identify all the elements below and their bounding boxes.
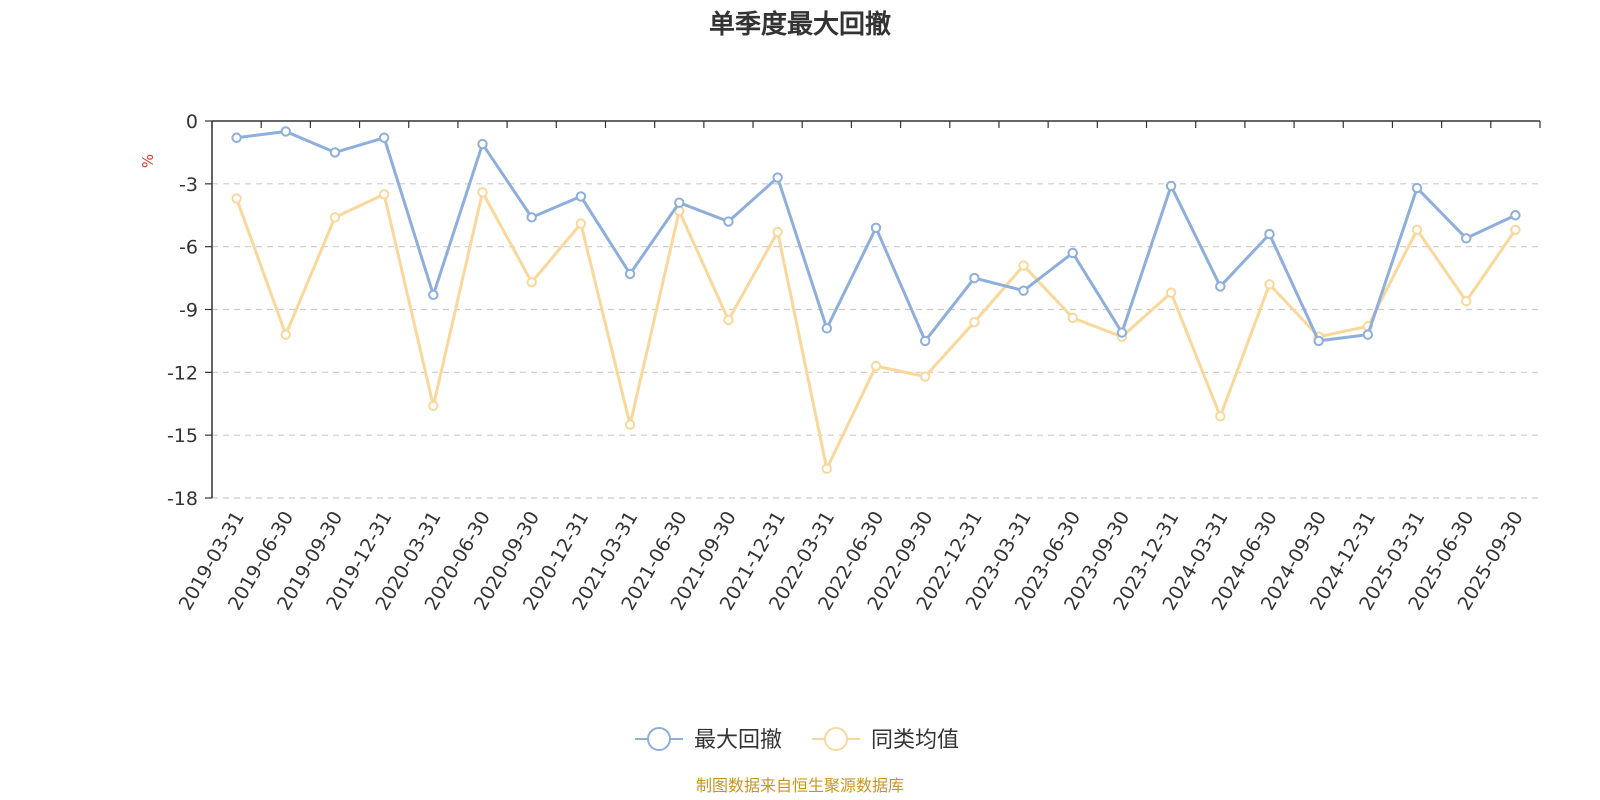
data-point[interactable] <box>428 289 439 301</box>
data-point[interactable] <box>674 197 685 208</box>
data-point[interactable] <box>1018 260 1029 271</box>
data-point[interactable] <box>329 212 341 223</box>
data-point[interactable] <box>919 371 931 382</box>
data-point[interactable] <box>231 193 242 204</box>
series-line <box>235 190 1517 471</box>
data-point[interactable] <box>1165 287 1177 298</box>
data-point[interactable] <box>280 126 291 137</box>
legend-marker-icon <box>824 727 848 751</box>
data-point[interactable] <box>231 132 242 143</box>
legend-label: 同类均值 <box>871 728 959 753</box>
data-point[interactable] <box>1215 281 1226 292</box>
y-tick-label: -18 <box>167 488 198 510</box>
data-point[interactable] <box>477 187 488 198</box>
data-point[interactable] <box>1116 327 1128 338</box>
data-point[interactable] <box>1215 411 1226 422</box>
legend-marker-icon <box>647 727 671 751</box>
data-point[interactable] <box>821 323 833 334</box>
data-source-note: 制图数据来自恒生聚源数据库 <box>696 776 904 795</box>
data-point[interactable] <box>1411 224 1423 236</box>
data-point[interactable] <box>1313 335 1324 347</box>
data-point[interactable] <box>1067 312 1078 324</box>
data-point[interactable] <box>280 329 291 340</box>
data-point[interactable] <box>1018 285 1029 296</box>
data-point[interactable] <box>575 191 587 202</box>
data-point[interactable] <box>477 138 488 150</box>
data-point[interactable] <box>624 268 636 280</box>
chart-title: 单季度最大回撤 <box>709 9 891 40</box>
legend-item[interactable]: 同类均值 <box>812 727 959 753</box>
data-point[interactable] <box>428 400 439 412</box>
series-1 <box>231 126 1521 347</box>
data-point[interactable] <box>772 172 783 183</box>
y-tick-label: -12 <box>167 362 198 384</box>
data-point[interactable] <box>870 360 882 372</box>
data-point[interactable] <box>1411 182 1423 194</box>
y-tick-label: -3 <box>179 174 198 196</box>
data-point[interactable] <box>378 132 390 143</box>
data-point[interactable] <box>526 277 537 288</box>
axes <box>205 120 1541 499</box>
data-point[interactable] <box>526 212 537 223</box>
data-point[interactable] <box>1067 247 1078 259</box>
data-point[interactable] <box>723 216 734 227</box>
data-point[interactable] <box>723 314 734 326</box>
data-point[interactable] <box>919 335 931 347</box>
data-point[interactable] <box>1264 279 1275 290</box>
series-lines <box>231 126 1521 474</box>
legend-label: 最大回撤 <box>694 728 782 753</box>
y-tick-label: -9 <box>179 300 198 322</box>
x-axis-tick-labels: 2019-03-312019-06-302019-09-302019-12-31… <box>175 508 1528 615</box>
y-tick-label: 0 <box>186 111 198 133</box>
data-point[interactable] <box>1510 224 1521 236</box>
y-axis-unit: % <box>139 154 157 168</box>
gridlines <box>212 183 1540 499</box>
data-point[interactable] <box>1264 228 1275 240</box>
data-point[interactable] <box>1461 295 1472 307</box>
data-point[interactable] <box>329 147 341 158</box>
y-tick-label: -15 <box>167 425 198 447</box>
data-point[interactable] <box>624 419 636 430</box>
data-point[interactable] <box>1510 210 1521 221</box>
data-point[interactable] <box>575 218 587 229</box>
legend[interactable]: 最大回撤 同类均值 <box>635 727 959 753</box>
y-tick-label: -6 <box>179 237 198 259</box>
y-axis-tick-labels: 0 -3 -6 -9 -12 -15 -18 <box>167 111 198 510</box>
data-point[interactable] <box>772 226 783 238</box>
data-point[interactable] <box>969 316 980 328</box>
data-point[interactable] <box>969 272 980 284</box>
data-point[interactable] <box>821 463 833 474</box>
data-point[interactable] <box>1165 180 1177 192</box>
legend-item[interactable]: 最大回撤 <box>635 727 782 753</box>
data-point[interactable] <box>1461 233 1472 244</box>
data-point[interactable] <box>378 189 390 200</box>
data-point[interactable] <box>1362 329 1374 340</box>
data-point[interactable] <box>870 222 882 234</box>
